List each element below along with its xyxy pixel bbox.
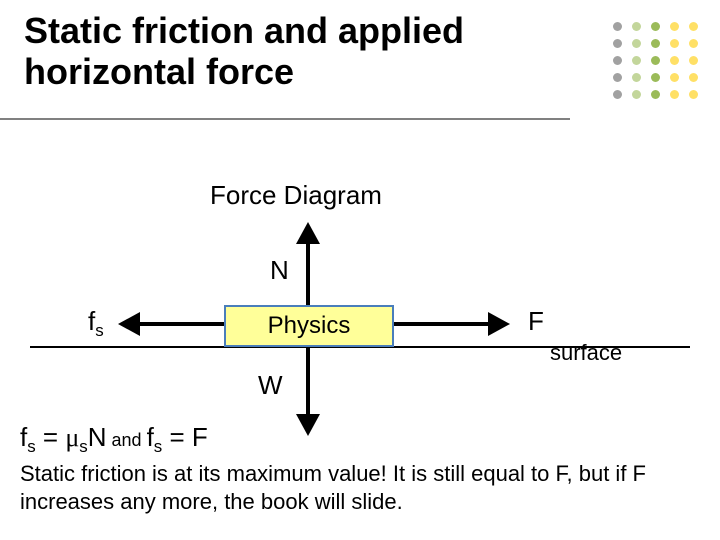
arrow-fs [138, 322, 224, 326]
label-f: F [528, 306, 544, 337]
label-fs: fs [88, 306, 104, 341]
eq-fs: fs [20, 422, 36, 452]
arrow-w-head [296, 414, 320, 436]
body-text: Static friction is at its maximum value!… [20, 460, 700, 515]
label-w: W [258, 370, 283, 401]
arrow-f-head [488, 312, 510, 336]
label-surface: surface [550, 340, 622, 366]
decorative-dots [613, 22, 698, 99]
diagram-title: Force Diagram [210, 180, 382, 211]
arrow-fs-head [118, 312, 140, 336]
label-n: N [270, 255, 289, 286]
eq-fs2: fs [147, 422, 163, 452]
arrow-f [394, 322, 490, 326]
physics-box-label: Physics [268, 312, 351, 340]
physics-box: Physics [224, 305, 394, 347]
arrow-n-head [296, 222, 320, 244]
eq-mu: μ [65, 423, 79, 452]
title-underline [0, 118, 570, 120]
arrow-n [306, 242, 310, 305]
arrow-w [306, 347, 310, 416]
equation-line: fs = μsN and fs = F [20, 422, 208, 457]
slide-title: Static friction and applied horizontal f… [24, 10, 544, 93]
slide: Static friction and applied horizontal f… [0, 0, 720, 540]
